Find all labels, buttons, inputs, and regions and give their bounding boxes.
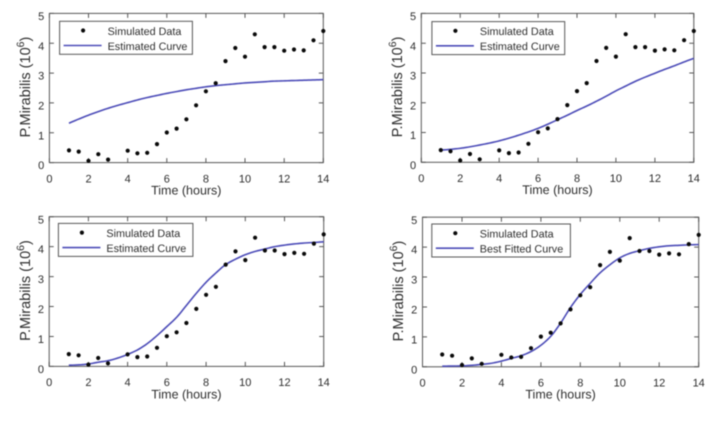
- svg-text:Simulated Data: Simulated Data: [480, 26, 554, 38]
- svg-text:Time (hours): Time (hours): [151, 184, 221, 198]
- svg-text:8: 8: [203, 173, 209, 185]
- svg-text:8: 8: [203, 377, 209, 389]
- svg-text:Simulated Data: Simulated Data: [106, 228, 180, 240]
- svg-text:5: 5: [411, 215, 417, 227]
- svg-text:P.Mirabilis (106): P.Mirabilis (106): [15, 240, 34, 341]
- svg-text:Simulated Data: Simulated Data: [108, 26, 182, 38]
- svg-text:Time (hours): Time (hours): [151, 387, 221, 401]
- svg-text:P.Mirabilis (106): P.Mirabilis (106): [15, 37, 34, 138]
- svg-text:10: 10: [614, 378, 626, 390]
- svg-text:0: 0: [38, 160, 44, 172]
- svg-text:2: 2: [411, 305, 417, 317]
- svg-text:2: 2: [457, 173, 463, 185]
- svg-text:4: 4: [411, 245, 417, 257]
- svg-text:6: 6: [164, 377, 170, 389]
- svg-text:Estimated Curve: Estimated Curve: [108, 41, 188, 53]
- svg-text:5: 5: [38, 214, 44, 226]
- svg-text:4: 4: [125, 173, 131, 185]
- svg-text:Best Fitted Curve: Best Fitted Curve: [480, 244, 563, 256]
- svg-text:2: 2: [410, 100, 416, 112]
- svg-text:10: 10: [610, 173, 622, 185]
- svg-text:3: 3: [410, 71, 416, 83]
- svg-text:4: 4: [38, 244, 44, 256]
- svg-text:14: 14: [318, 377, 330, 389]
- svg-text:6: 6: [164, 173, 170, 185]
- svg-text:Estimated Curve: Estimated Curve: [480, 41, 560, 53]
- svg-text:2: 2: [38, 304, 44, 316]
- svg-text:14: 14: [688, 173, 700, 185]
- svg-text:4: 4: [125, 377, 131, 389]
- svg-text:P.Mirabilis (106): P.Mirabilis (106): [387, 37, 406, 138]
- svg-text:1: 1: [411, 335, 417, 347]
- svg-text:14: 14: [317, 173, 329, 185]
- svg-text:5: 5: [410, 11, 416, 23]
- svg-text:2: 2: [85, 377, 91, 389]
- svg-text:4: 4: [496, 173, 502, 185]
- svg-text:4: 4: [410, 41, 416, 53]
- svg-text:8: 8: [574, 173, 580, 185]
- svg-text:12: 12: [278, 377, 290, 389]
- svg-text:8: 8: [577, 378, 583, 390]
- svg-text:4: 4: [38, 41, 44, 53]
- svg-text:0: 0: [38, 364, 44, 376]
- svg-text:0: 0: [46, 377, 52, 389]
- svg-text:Time (hours): Time (hours): [522, 183, 592, 197]
- svg-text:5: 5: [38, 11, 44, 23]
- svg-text:6: 6: [535, 173, 541, 185]
- svg-text:1: 1: [38, 130, 44, 142]
- svg-text:12: 12: [649, 173, 661, 185]
- svg-text:0: 0: [419, 378, 425, 390]
- svg-text:3: 3: [38, 274, 44, 286]
- svg-text:10: 10: [239, 173, 251, 185]
- svg-text:Simulated Data: Simulated Data: [480, 229, 554, 241]
- svg-text:3: 3: [411, 275, 417, 287]
- svg-text:3: 3: [38, 71, 44, 83]
- svg-text:0: 0: [411, 364, 417, 376]
- svg-text:14: 14: [693, 378, 705, 390]
- svg-text:1: 1: [410, 130, 416, 142]
- svg-text:10: 10: [239, 377, 251, 389]
- svg-text:0: 0: [418, 173, 424, 185]
- svg-text:2: 2: [38, 101, 44, 113]
- svg-text:2: 2: [459, 378, 465, 390]
- svg-text:12: 12: [278, 173, 290, 185]
- svg-text:Estimated Curve: Estimated Curve: [106, 243, 186, 255]
- svg-text:6: 6: [538, 378, 544, 390]
- svg-text:P.Mirabilis (106): P.Mirabilis (106): [388, 241, 407, 342]
- svg-text:2: 2: [85, 173, 91, 185]
- svg-text:4: 4: [498, 378, 504, 390]
- svg-text:1: 1: [38, 334, 44, 346]
- svg-text:0: 0: [46, 173, 52, 185]
- svg-text:0: 0: [410, 160, 416, 172]
- svg-text:Time (hours): Time (hours): [525, 388, 595, 402]
- svg-text:12: 12: [653, 378, 665, 390]
